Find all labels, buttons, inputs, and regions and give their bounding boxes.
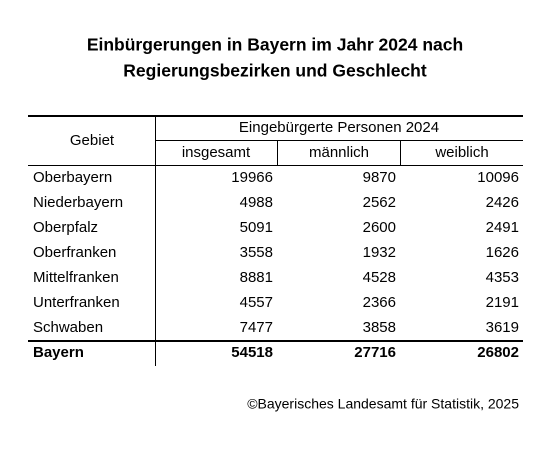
cell-value: 2491	[486, 219, 519, 236]
row-label: Bayern	[33, 344, 84, 361]
cell-value: 2562	[363, 194, 396, 211]
cell-value: 26802	[477, 344, 519, 361]
row-label: Mittelfranken	[33, 269, 119, 286]
cell-value: 3558	[240, 244, 273, 261]
row-label: Schwaben	[33, 319, 103, 336]
cell-value: 27716	[354, 344, 396, 361]
cell-value: 2600	[363, 219, 396, 236]
cell-value: 7477	[240, 319, 273, 336]
cell-value: 54518	[231, 344, 273, 361]
cell-value: 1932	[363, 244, 396, 261]
column-header: insgesamt	[182, 144, 251, 161]
cell-value: 10096	[477, 169, 519, 186]
cell-value: 4557	[240, 294, 273, 311]
row-header: Gebiet	[70, 132, 115, 149]
column-header: männlich	[309, 144, 369, 161]
source: ©Bayerisches Landesamt für Statistik, 20…	[247, 396, 519, 412]
row-label: Niederbayern	[33, 194, 123, 211]
cell-value: 4353	[486, 269, 519, 286]
row-label: Oberfranken	[33, 244, 116, 261]
group-header: Eingebürgerte Personen 2024	[239, 119, 439, 136]
row-label: Oberbayern	[33, 169, 112, 186]
title-line: Einbürgerungen in Bayern im Jahr 2024 na…	[87, 35, 463, 55]
cell-value: 3858	[363, 319, 396, 336]
cell-value: 2366	[363, 294, 396, 311]
cell-value: 2191	[486, 294, 519, 311]
cell-value: 3619	[486, 319, 519, 336]
cell-value: 8881	[240, 269, 273, 286]
cell-value: 4988	[240, 194, 273, 211]
row-label: Oberpfalz	[33, 219, 98, 236]
column-header: weiblich	[434, 144, 488, 161]
cell-value: 2426	[486, 194, 519, 211]
row-label: Unterfranken	[33, 294, 120, 311]
title-line: Regierungsbezirken und Geschlecht	[123, 61, 427, 81]
cell-value: 1626	[486, 244, 519, 261]
cell-value: 4528	[363, 269, 396, 286]
cell-value: 5091	[240, 219, 273, 236]
cell-value: 19966	[231, 169, 273, 186]
cell-value: 9870	[363, 169, 396, 186]
